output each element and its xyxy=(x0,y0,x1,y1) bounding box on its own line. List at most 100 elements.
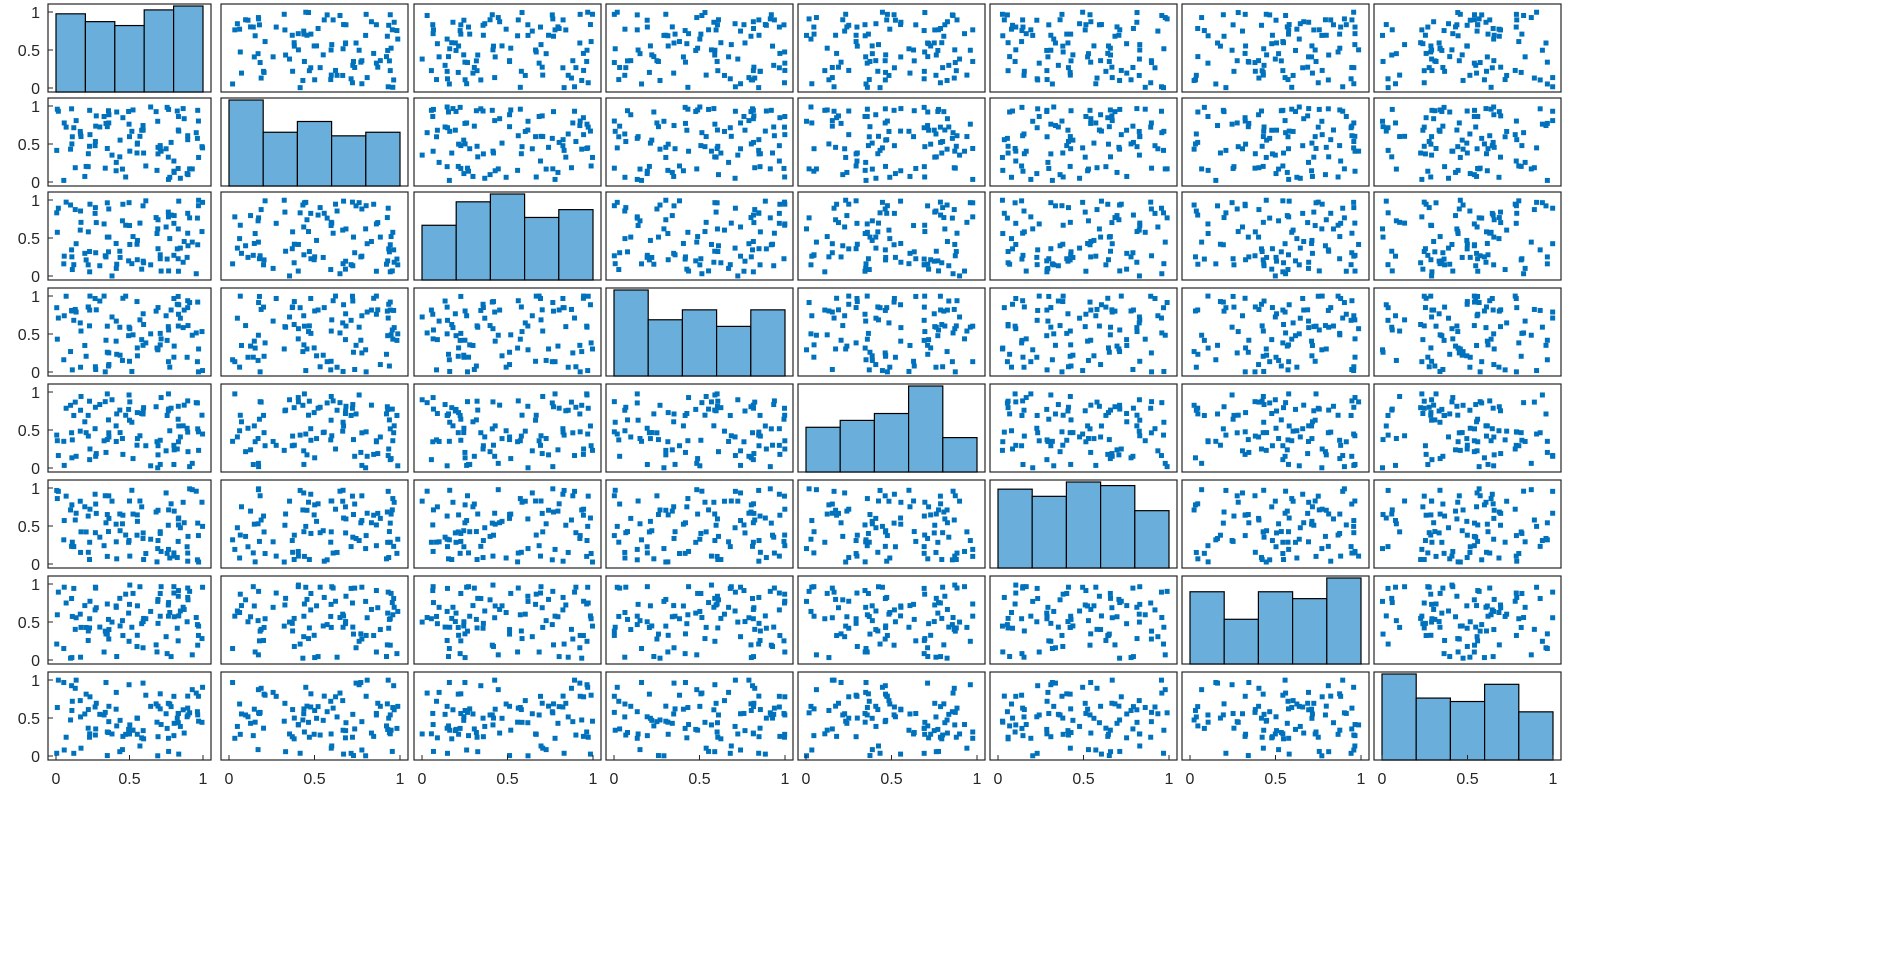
scatter-point xyxy=(1231,164,1237,170)
scatter-point xyxy=(1420,411,1426,417)
scatter-point xyxy=(55,205,61,211)
scatter-point xyxy=(1034,354,1040,360)
scatter-point xyxy=(1337,31,1343,37)
scatter-point xyxy=(1223,432,1229,438)
scatter-point xyxy=(424,400,430,406)
scatter-point xyxy=(1450,268,1456,274)
panel-r1-c8 xyxy=(1380,9,1556,91)
histogram-bar xyxy=(1031,495,1067,569)
scatter-point xyxy=(970,145,976,151)
scatter-point xyxy=(1243,43,1249,49)
scatter-point xyxy=(697,608,703,614)
scatter-point xyxy=(164,337,170,343)
scatter-point xyxy=(1091,353,1097,359)
scatter-point xyxy=(671,70,677,76)
scatter-point xyxy=(550,308,556,314)
scatter-point xyxy=(320,52,326,58)
scatter-point xyxy=(1383,128,1389,134)
scatter-point xyxy=(1028,176,1034,182)
scatter-point xyxy=(875,151,881,157)
scatter-point xyxy=(1539,200,1545,206)
scatter-point xyxy=(561,487,567,493)
scatter-point xyxy=(767,166,773,172)
scatter-point xyxy=(1030,347,1036,353)
panel-r1-c2 xyxy=(230,9,401,91)
scatter-point xyxy=(1483,68,1489,74)
scatter-point xyxy=(1516,443,1522,449)
scatter-point xyxy=(647,518,653,524)
scatter-point xyxy=(63,493,69,499)
scatter-point xyxy=(69,134,75,140)
histogram-bar xyxy=(1223,618,1259,665)
scatter-point xyxy=(1325,307,1331,313)
scatter-point xyxy=(453,406,459,412)
scatter-point xyxy=(154,231,160,237)
scatter-point xyxy=(348,76,354,82)
scatter-point xyxy=(1242,369,1248,375)
histogram-bar xyxy=(558,209,594,281)
scatter-point xyxy=(252,649,258,655)
scatter-point xyxy=(1402,133,1408,139)
scatter-point xyxy=(123,412,129,418)
scatter-point xyxy=(449,150,455,156)
scatter-point xyxy=(907,342,913,348)
scatter-point xyxy=(750,543,756,549)
scatter-point xyxy=(458,31,464,37)
scatter-point xyxy=(55,453,61,459)
scatter-point xyxy=(117,430,123,436)
scatter-point xyxy=(394,256,400,262)
scatter-point xyxy=(78,134,84,140)
scatter-point xyxy=(953,323,959,329)
scatter-point xyxy=(565,131,571,137)
scatter-point xyxy=(301,252,307,258)
scatter-point xyxy=(154,649,160,655)
scatter-point xyxy=(1498,113,1504,119)
scatter-point xyxy=(1082,408,1088,414)
scatter-point xyxy=(1338,158,1344,164)
scatter-point xyxy=(1539,47,1545,53)
scatter-point xyxy=(312,655,318,661)
scatter-point xyxy=(78,549,84,555)
scatter-point xyxy=(300,349,306,355)
scatter-point xyxy=(1319,446,1325,452)
scatter-point xyxy=(1488,612,1494,618)
scatter-point xyxy=(1105,633,1111,639)
scatter-point xyxy=(612,487,618,493)
scatter-point xyxy=(1070,623,1076,629)
scatter-point xyxy=(756,147,762,153)
scatter-point xyxy=(295,241,301,247)
scatter-point xyxy=(167,610,173,615)
scatter-point xyxy=(1328,305,1334,311)
scatter-point xyxy=(194,215,200,221)
scatter-point xyxy=(134,436,140,442)
scatter-point xyxy=(1235,412,1241,418)
scatter-point xyxy=(1021,208,1027,214)
scatter-point xyxy=(951,75,957,81)
scatter-point xyxy=(519,329,525,335)
scatter-point xyxy=(1338,296,1344,302)
scatter-point xyxy=(862,167,868,173)
scatter-point xyxy=(1021,151,1027,157)
scatter-point xyxy=(185,137,191,143)
scatter-point xyxy=(119,618,125,624)
scatter-point xyxy=(1437,261,1443,267)
scatter-point xyxy=(939,260,945,266)
scatter-point xyxy=(1152,143,1158,149)
scatter-point xyxy=(1498,522,1504,528)
scatter-point xyxy=(726,159,732,165)
scatter-point xyxy=(487,172,493,178)
scatter-point xyxy=(741,22,747,28)
scatter-point xyxy=(1472,520,1478,526)
scatter-point xyxy=(865,330,871,336)
scatter-point xyxy=(126,638,132,644)
scatter-point xyxy=(1449,399,1455,405)
scatter-point xyxy=(1213,357,1219,363)
scatter-point xyxy=(950,488,956,494)
scatter-point xyxy=(1261,128,1267,134)
scatter-point xyxy=(328,77,334,83)
scatter-point xyxy=(507,512,513,518)
scatter-point xyxy=(886,72,892,78)
scatter-point xyxy=(243,597,249,603)
scatter-point xyxy=(1242,451,1248,457)
scatter-point xyxy=(573,404,579,410)
